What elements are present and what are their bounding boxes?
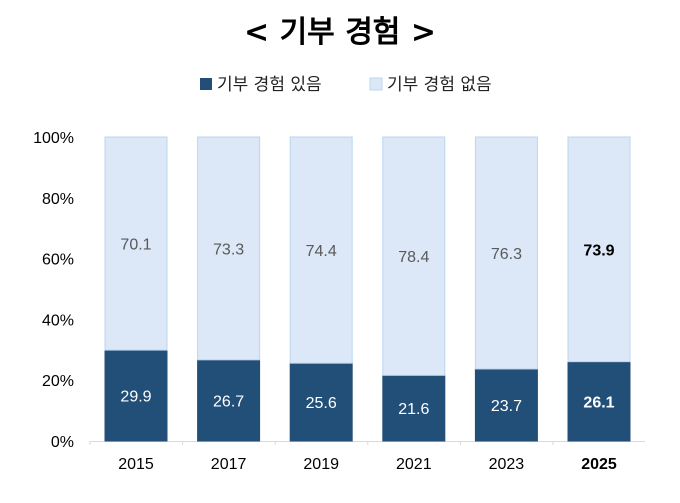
- bar-segment: [382, 374, 446, 442]
- y-tick-label: 40%: [42, 312, 74, 329]
- data-label: 21.6: [398, 401, 429, 418]
- bar-segment: [474, 136, 538, 370]
- data-label: 26.7: [213, 393, 244, 410]
- y-tick-label: 20%: [42, 373, 74, 390]
- y-tick-label: 80%: [42, 191, 74, 208]
- legend-label: 기부 경험 없음: [387, 75, 492, 95]
- bar-segment: [289, 362, 353, 442]
- x-tick-label: 2015: [118, 456, 154, 473]
- legend-swatch: [200, 78, 212, 90]
- x-tick-label: 2023: [489, 456, 525, 473]
- bar-segment: [197, 136, 261, 361]
- data-label: 70.1: [120, 237, 151, 254]
- x-tick-label: 2017: [211, 456, 247, 473]
- data-label: 73.3: [213, 241, 244, 258]
- data-label: 73.9: [583, 242, 614, 259]
- y-tick-label: 60%: [42, 252, 74, 269]
- data-label: 25.6: [306, 395, 337, 412]
- legend-swatch: [369, 77, 383, 91]
- bar-segment: [382, 136, 446, 376]
- bar-segment: [197, 359, 261, 442]
- bar-segment: [104, 136, 168, 351]
- bar-segment: [567, 361, 631, 442]
- bar-segment: [567, 136, 631, 363]
- legend-label: 기부 경험 있음: [217, 75, 322, 95]
- bar-segment: [289, 136, 353, 364]
- bar-segment: [474, 368, 538, 442]
- x-tick-label: 2019: [303, 456, 339, 473]
- bar-segment: [104, 349, 168, 442]
- data-label: 76.3: [491, 246, 522, 263]
- chart-title: < 기부 경험 >: [244, 15, 436, 50]
- x-tick-label: 2021: [396, 456, 432, 473]
- data-label: 26.1: [583, 394, 614, 411]
- legend: 기부 경험 있음 기부 경험 없음: [200, 75, 492, 95]
- data-label: 78.4: [398, 249, 429, 266]
- data-label: 74.4: [306, 243, 337, 260]
- data-label: 23.7: [491, 398, 522, 415]
- y-tick-label: 100%: [33, 130, 74, 147]
- x-tick-label: 2025: [581, 456, 617, 473]
- y-tick-label: 0%: [51, 434, 74, 451]
- data-label: 29.9: [120, 389, 151, 406]
